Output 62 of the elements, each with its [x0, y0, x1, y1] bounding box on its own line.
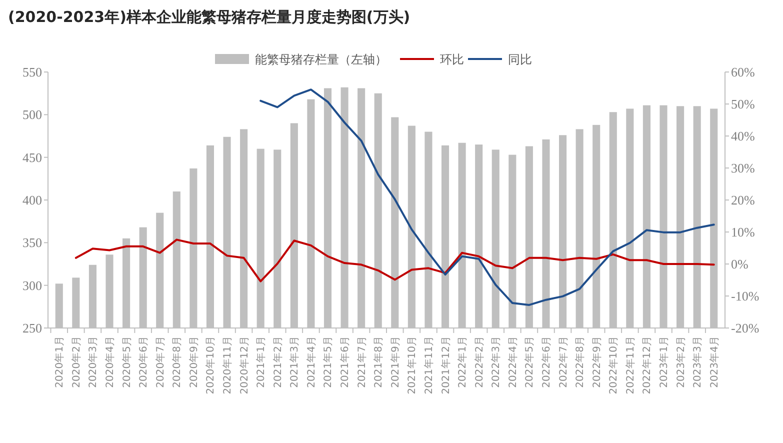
x-tick-label: 2020年6月 [138, 336, 150, 388]
y-tick-label: 300 [22, 278, 42, 293]
x-tick-label: 2021年12月 [440, 336, 452, 394]
x-tick-label: 2021年10月 [406, 336, 418, 394]
x-tick-label: 2023年2月 [674, 336, 687, 388]
y2-tick-label: 50% [731, 96, 755, 112]
legend-label: 同比 [508, 52, 532, 66]
y-tick-label: 250 [22, 320, 42, 336]
x-tick-label: 2020年3月 [87, 336, 100, 388]
x-tick-label: 2022年9月 [590, 336, 603, 388]
x-tick-label: 2021年6月 [339, 336, 352, 388]
x-tick-label: 2022年2月 [473, 336, 486, 388]
x-tick-label: 2022年3月 [490, 336, 502, 388]
x-tick-label: 2020年11月 [222, 336, 234, 394]
x-tick-label: 2021年4月 [305, 336, 318, 388]
chart-title: (2020-2023年)样本企业能繁母猪存栏量月度走势图(万头) [8, 8, 410, 26]
x-tick-label: 2023年3月 [692, 336, 704, 388]
y2-tick-label: -10% [731, 288, 760, 304]
x-tick-label: 2022年6月 [540, 336, 552, 388]
y-tick-label: 350 [22, 235, 42, 250]
x-tick-label: 2021年1月 [255, 336, 268, 388]
x-tick-label: 2020年2月 [70, 336, 82, 388]
x-tick-label: 2021年3月 [288, 336, 301, 388]
y-tick-label: 450 [22, 150, 42, 165]
y2-tick-label: 10% [731, 224, 755, 240]
x-tick-label: 2020年8月 [171, 336, 184, 388]
x-tick-label: 2022年8月 [574, 336, 586, 388]
y2-tick-label: 20% [731, 192, 755, 208]
x-tick-label: 2020年4月 [104, 336, 116, 388]
y-tick-label: 550 [22, 64, 42, 80]
x-tick-label: 2020年1月 [54, 336, 66, 388]
x-tick-label: 2021年11月 [422, 336, 435, 394]
x-tick-label: 2022年4月 [506, 336, 519, 388]
x-tick-label: 2020年12月 [238, 336, 250, 394]
y2-tick-label: 30% [731, 160, 755, 176]
line-series [74, 238, 715, 282]
line-series [260, 88, 715, 306]
y-tick-label: 500 [22, 107, 42, 122]
legend-label: 环比 [440, 52, 464, 66]
x-tick-label: 2020年9月 [188, 336, 200, 388]
x-tick-label: 2020年10月 [204, 336, 217, 394]
x-tick-label: 2022年10月 [608, 336, 620, 394]
y2-tick-label: -20% [731, 320, 760, 336]
x-tick-label: 2021年9月 [389, 336, 402, 388]
x-tick-label: 2022年11月 [624, 336, 636, 394]
x-tick-label: 2021年8月 [372, 336, 385, 388]
x-tick-label: 2021年5月 [322, 336, 334, 388]
x-tick-label: 2023年1月 [658, 336, 670, 388]
y2-tick-label: 40% [731, 128, 755, 144]
x-tick-label: 2021年2月 [272, 336, 284, 388]
legend-label: 能繁母猪存栏量（左轴） [255, 52, 387, 66]
x-tick-label: 2022年5月 [524, 336, 536, 388]
x-tick-label: 2022年12月 [641, 336, 654, 394]
y-tick-label: 400 [22, 192, 42, 208]
x-tick-label: 2021年7月 [356, 336, 368, 388]
y2-tick-label: 60% [731, 64, 755, 80]
x-tick-label: 2022年1月 [456, 336, 469, 388]
x-tick-label: 2023年4月 [708, 336, 720, 388]
x-tick-label: 2020年5月 [120, 336, 133, 388]
x-tick-label: 2022年7月 [557, 336, 570, 388]
y2-tick-label: 0% [731, 256, 748, 272]
x-tick-label: 2020年7月 [154, 336, 166, 388]
